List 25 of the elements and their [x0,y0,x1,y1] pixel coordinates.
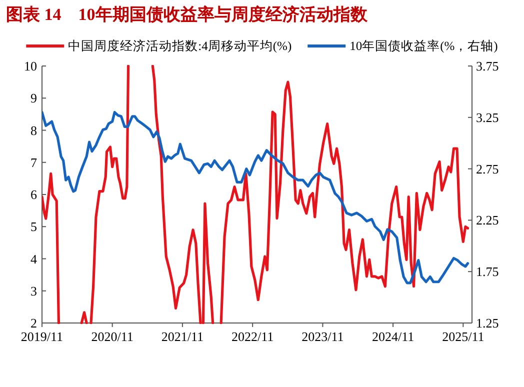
x-tick-label: 2019/11 [20,329,64,344]
chart-title: 图表 14 10年期国债收益率与周度经济活动指数 [6,5,368,24]
y-tick-label: 10 [24,58,37,74]
x-tick-label: 2022/11 [232,329,274,344]
legend-label: 10年国债收益率(%，右轴) [350,38,498,53]
y2-tick-label: 3.25 [476,110,499,125]
y-tick-label: 7 [30,154,38,170]
y2-tick-label: 2.25 [476,212,499,228]
y-tick-label: 2 [30,316,37,330]
y-tick-label: 3 [30,283,37,298]
y-tick-label: 8 [30,122,37,138]
x-tick-label: 2020/11 [91,329,134,344]
y2-tick-label: 2.75 [476,161,499,176]
legend-label: 中国周度经济活动指数:4周移动平均(%) [68,38,292,53]
x-tick-label: 2021/11 [161,329,204,344]
y-tick-label: 6 [30,187,38,202]
y-tick-label: 5 [30,219,37,234]
y2-tick-label: 3.75 [476,58,499,74]
x-tick-label: 2024/11 [372,329,414,344]
y2-tick-label: 1.75 [476,264,499,280]
x-tick-label: 2025/11 [442,329,484,344]
y2-tick-label: 1.25 [476,316,499,330]
y-tick-label: 4 [30,251,38,266]
x-tick-label: 2023/11 [302,329,344,344]
y-tick-label: 9 [30,90,37,106]
